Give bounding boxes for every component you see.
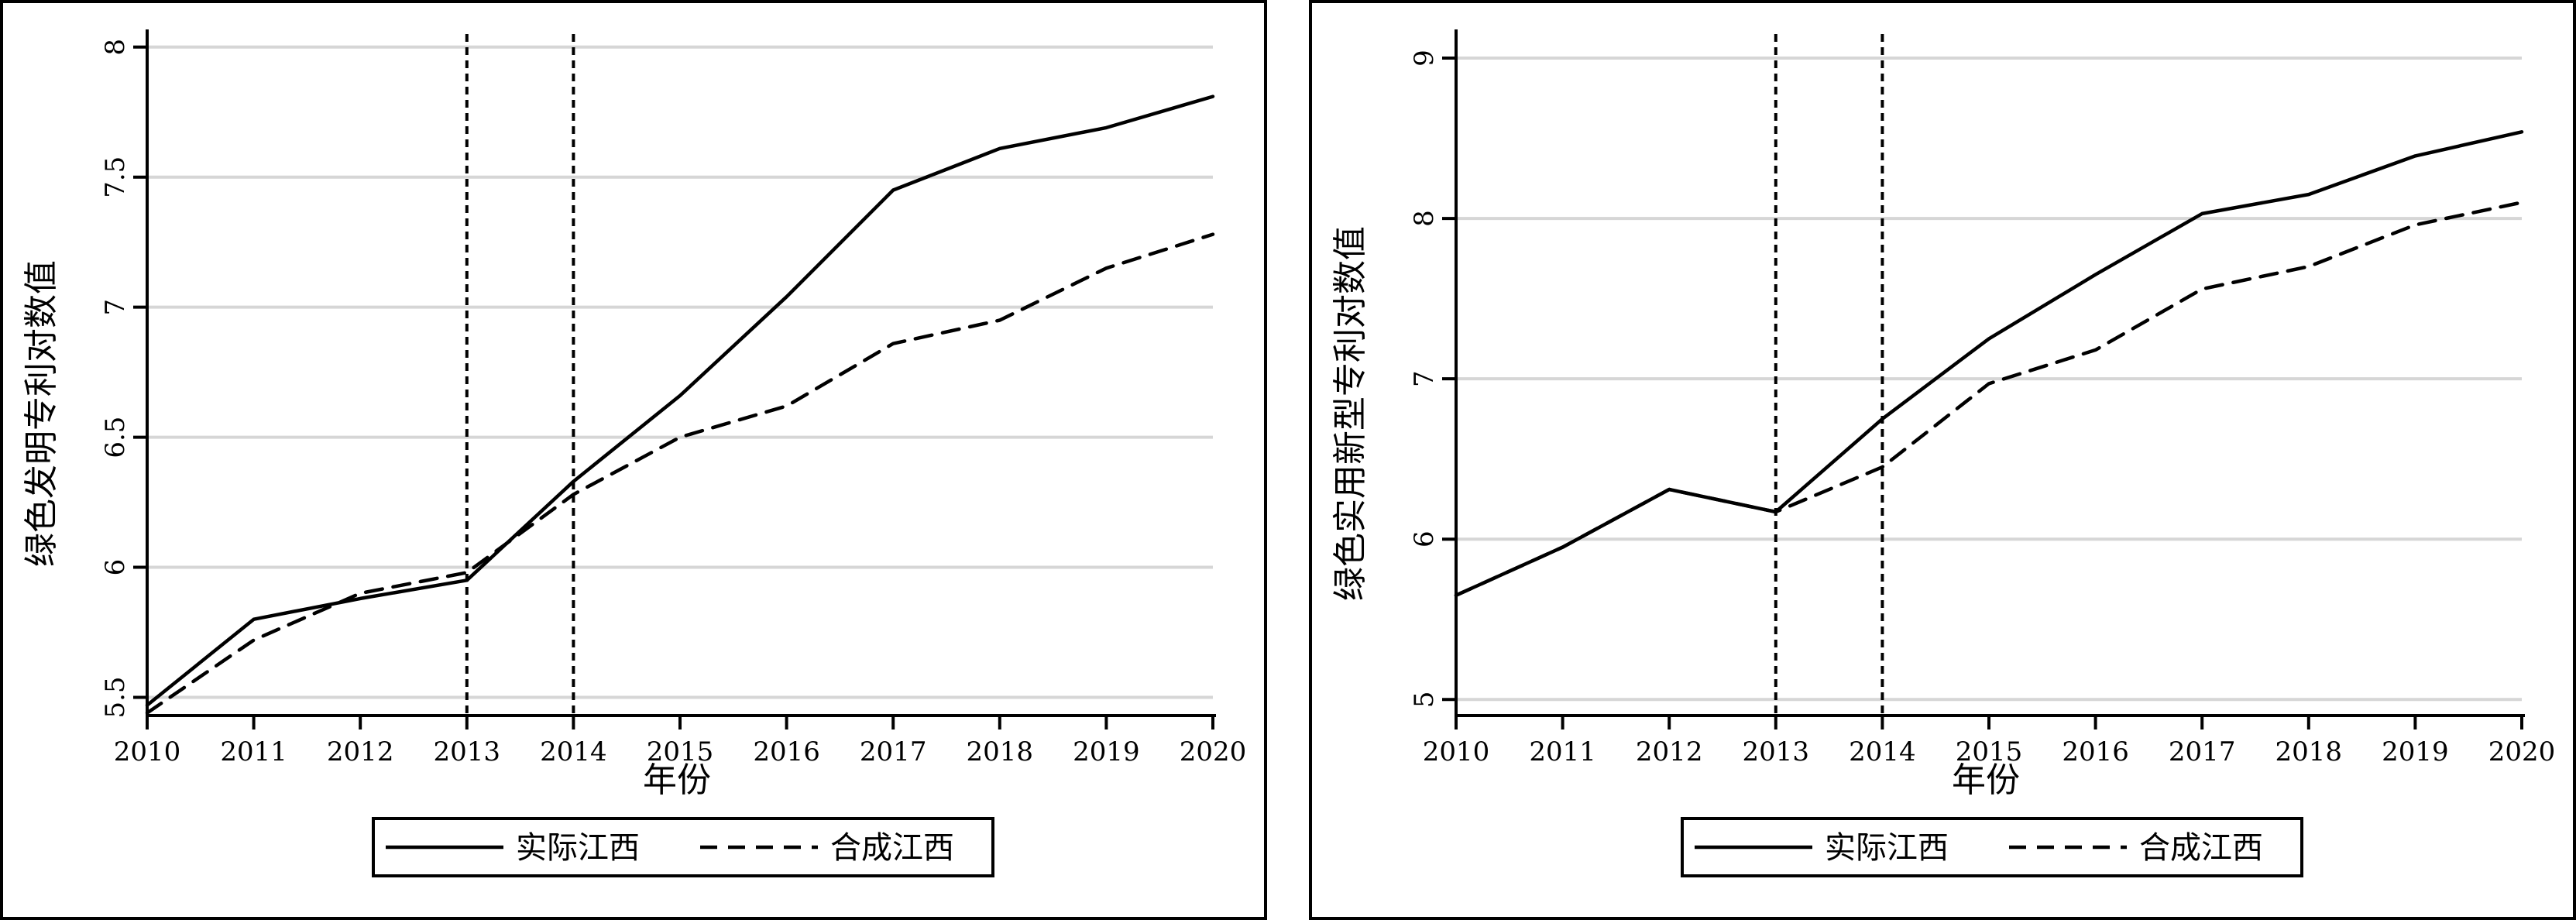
chart-left-svg: 5.5 6 6.5 7 7.5 8 2010 2011 2012 2013 2014 2015 2016… — [22, 29, 1246, 877]
series-lines — [1454, 130, 2524, 597]
x-tick-label: 2016 — [753, 736, 820, 767]
x-tick-label: 2013 — [1743, 736, 1810, 767]
data-point — [2308, 266, 2309, 267]
series-line — [145, 232, 1215, 715]
y-tick-label: 5.5 — [100, 676, 131, 718]
y-tick-label: 8 — [100, 39, 131, 56]
data-point — [466, 572, 467, 573]
series-line — [1454, 201, 2524, 597]
x-tick-label: 2011 — [220, 736, 287, 767]
y-tick-label: 9 — [1409, 50, 1440, 67]
chart-right-svg: 5 6 7 8 9 2010 2011 2012 2013 2014 2015 2016 2017 201… — [1331, 29, 2555, 877]
x-tick-label: 2015 — [647, 736, 714, 767]
x-axis-title: 年份 — [643, 760, 711, 800]
y-tick-label: 7 — [100, 299, 131, 316]
grid-lines — [1456, 57, 2522, 702]
data-point — [2522, 202, 2523, 203]
series-line — [145, 94, 1215, 707]
x-tick-label: 2018 — [967, 736, 1034, 767]
y-tick-label: 7.5 — [100, 156, 131, 198]
legend-label-synthetic: 合成江西 — [2139, 830, 2263, 866]
x-tick-label: 2017 — [2169, 736, 2236, 767]
legend-label-actual: 实际江西 — [1825, 830, 1949, 866]
reference-lines — [465, 34, 575, 716]
chart-panel-left: 5.5 6 6.5 7 7.5 8 2010 2011 2012 2013 2014 2015 2016… — [0, 0, 1267, 920]
legend-label-actual: 实际江西 — [516, 830, 640, 866]
x-tick-label: 2020 — [2488, 736, 2556, 767]
y-tick-label: 7 — [1409, 370, 1440, 387]
reference-lines — [1774, 34, 1884, 716]
x-tick-label: 2015 — [1956, 736, 2023, 767]
x-tick-label: 2017 — [860, 736, 927, 767]
y-tick-label: 6.5 — [100, 417, 131, 458]
x-tick-label: 2018 — [2275, 736, 2343, 767]
x-tick-label: 2011 — [1529, 736, 1596, 767]
y-tick-label: 6 — [1409, 530, 1440, 548]
y-axis-title: 绿色实用新型专利对数值 — [1331, 226, 1370, 601]
chart-panel-right: 5 6 7 8 9 2010 2011 2012 2013 2014 2015 2016 2017 201… — [1309, 0, 2576, 920]
x-axis-title: 年份 — [1952, 760, 2020, 800]
x-tick-label: 2010 — [1423, 736, 1490, 767]
x-tick-label: 2014 — [540, 736, 607, 767]
data-point — [786, 406, 787, 407]
x-tick-label: 2014 — [1849, 736, 1916, 767]
y-axis-title: 绿色发明专利对数值 — [22, 260, 61, 567]
series-lines — [145, 94, 1215, 715]
x-tick-label: 2020 — [1180, 736, 1247, 767]
y-tick-label: 5 — [1409, 691, 1440, 708]
x-tick-label: 2016 — [2062, 736, 2129, 767]
series-line — [1454, 130, 2524, 597]
data-point — [2202, 289, 2203, 290]
x-tick-label: 2012 — [327, 736, 394, 767]
legend: 实际江西 合成江西 — [1681, 817, 2303, 877]
x-tick-label: 2013 — [434, 736, 501, 767]
axes: 5.5 6 6.5 7 7.5 8 2010 2011 2012 2013 2014 2015 2016… — [100, 29, 1246, 767]
x-tick-label: 2019 — [1073, 736, 1140, 767]
x-tick-label: 2010 — [114, 736, 181, 767]
axes: 5 6 7 8 9 2010 2011 2012 2013 2014 2015 2016 2017 201… — [1409, 29, 2555, 767]
grid-lines — [147, 45, 1213, 699]
legend: 实际江西 合成江西 — [372, 817, 994, 877]
y-tick-label: 6 — [100, 559, 131, 576]
data-point — [360, 593, 361, 594]
x-tick-label: 2019 — [2382, 736, 2449, 767]
y-tick-label: 8 — [1409, 210, 1440, 227]
legend-label-synthetic: 合成江西 — [830, 830, 954, 866]
x-tick-label: 2012 — [1636, 736, 1703, 767]
